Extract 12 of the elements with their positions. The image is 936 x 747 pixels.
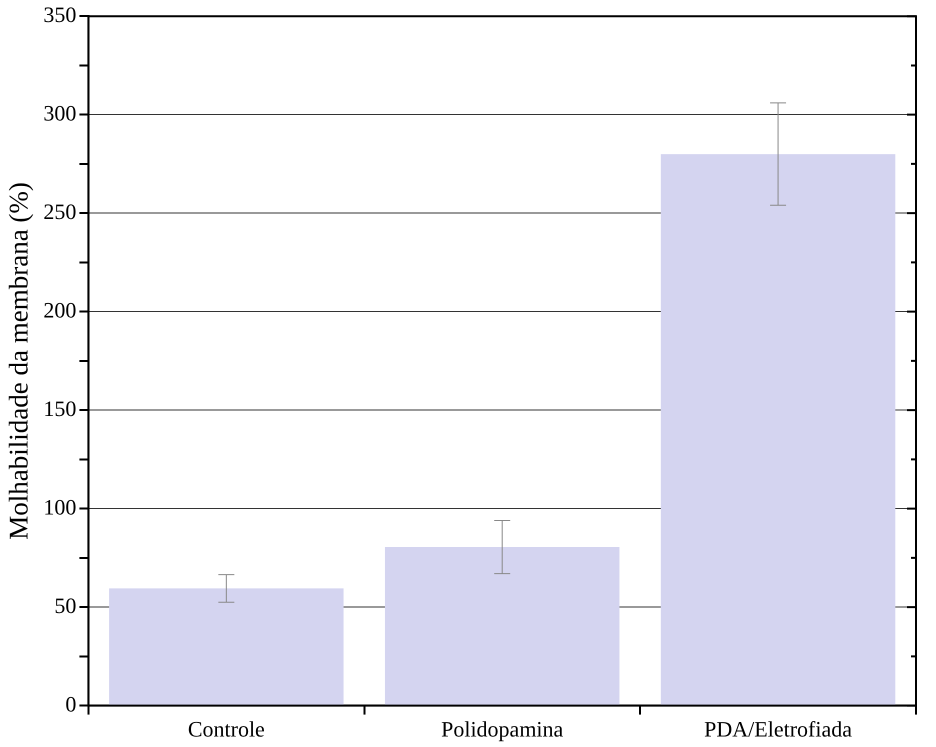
- y-tick-label: 250: [43, 198, 76, 224]
- y-axis-title: Molhabilidade da membrana (%): [3, 182, 34, 540]
- x-tick-label: PDA/Eletrofiada: [704, 716, 852, 742]
- y-tick-label: 300: [43, 100, 76, 126]
- y-tick-label: 150: [43, 396, 76, 421]
- y-tick-label: 200: [43, 297, 76, 322]
- y-tick-label: 100: [43, 494, 76, 520]
- y-tick-label: 0: [65, 691, 76, 716]
- y-tick-label: 350: [43, 2, 76, 27]
- y-tick-label: 50: [54, 592, 76, 618]
- x-tick-label: Controle: [188, 716, 265, 742]
- x-tick-label: Polidopamina: [441, 716, 564, 742]
